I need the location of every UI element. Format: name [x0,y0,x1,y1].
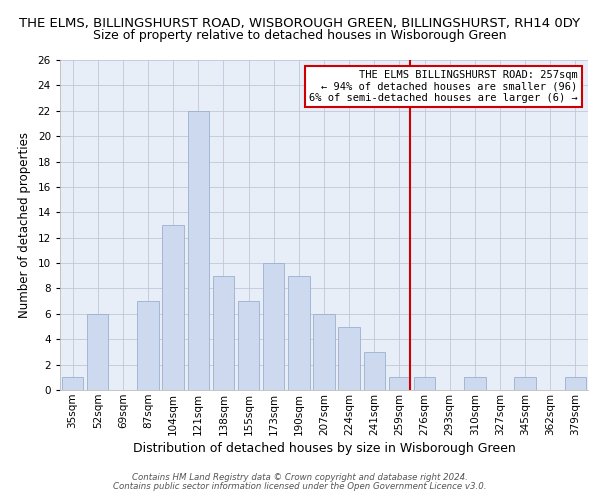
Bar [514,378,536,390]
Bar [313,314,335,390]
Text: Contains HM Land Registry data © Crown copyright and database right 2024.: Contains HM Land Registry data © Crown c… [132,474,468,482]
Bar [338,326,360,390]
X-axis label: Distribution of detached houses by size in Wisborough Green: Distribution of detached houses by size … [133,442,515,455]
Bar [414,378,435,390]
Text: Size of property relative to detached houses in Wisborough Green: Size of property relative to detached ho… [93,28,507,42]
Bar [87,314,109,390]
Bar [163,225,184,390]
Bar [464,378,485,390]
Text: THE ELMS BILLINGSHURST ROAD: 257sqm
← 94% of detached houses are smaller (96)
6%: THE ELMS BILLINGSHURST ROAD: 257sqm ← 94… [308,70,577,103]
Bar [62,378,83,390]
Bar [213,276,234,390]
Text: Contains public sector information licensed under the Open Government Licence v3: Contains public sector information licen… [113,482,487,491]
Bar [364,352,385,390]
Bar [565,378,586,390]
Bar [238,301,259,390]
Bar [263,263,284,390]
Y-axis label: Number of detached properties: Number of detached properties [18,132,31,318]
Bar [288,276,310,390]
Bar [188,111,209,390]
Text: THE ELMS, BILLINGSHURST ROAD, WISBOROUGH GREEN, BILLINGSHURST, RH14 0DY: THE ELMS, BILLINGSHURST ROAD, WISBOROUGH… [19,18,581,30]
Bar [137,301,158,390]
Bar [389,378,410,390]
